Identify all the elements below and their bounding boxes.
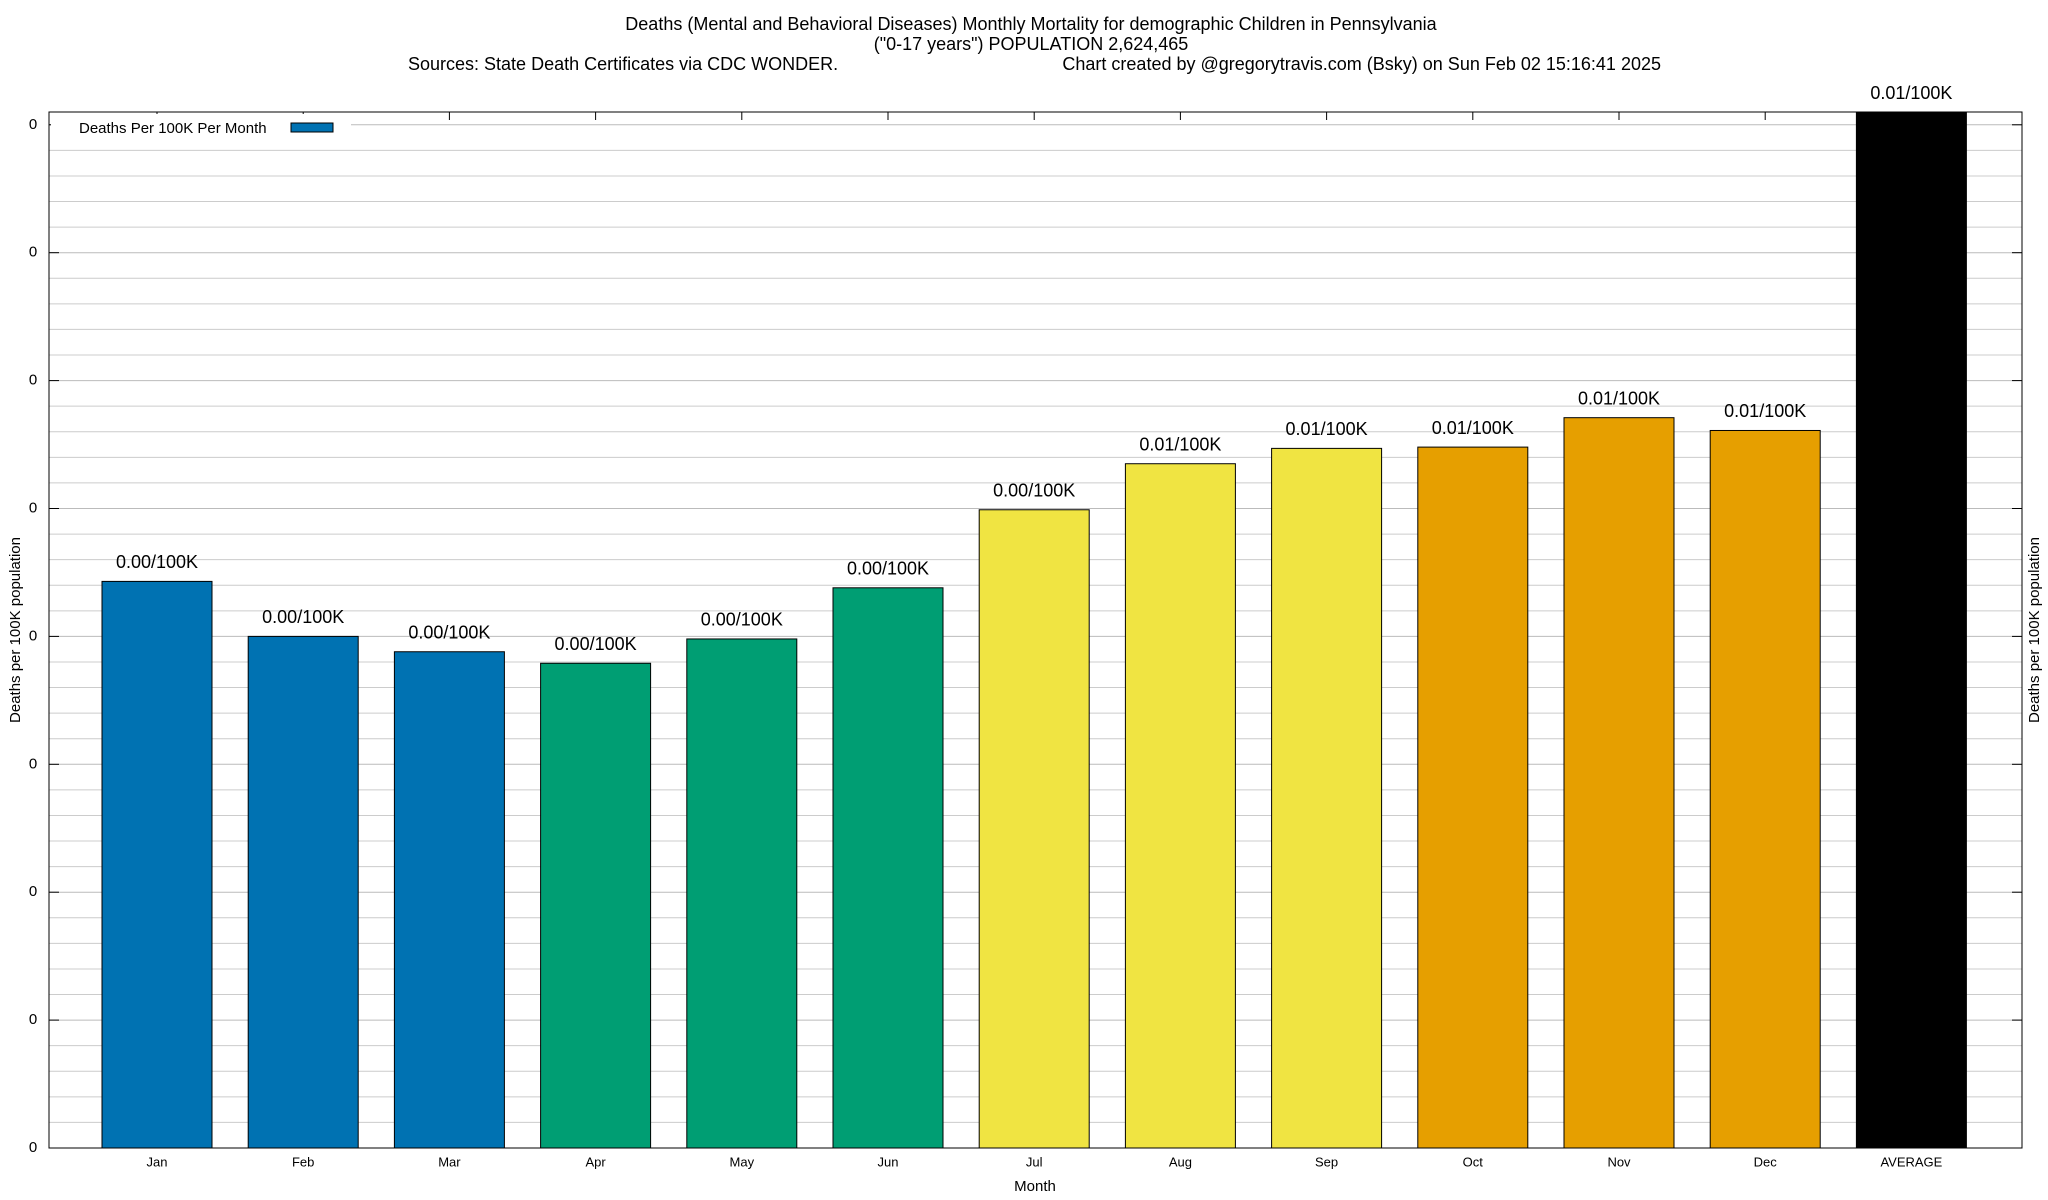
y-tick-label: 0 (29, 372, 37, 389)
bar (101, 580, 213, 1149)
bar (1855, 111, 1967, 1149)
value-label: 0.00/100K (847, 559, 929, 579)
x-tick-label: Apr (585, 1154, 606, 1169)
y-tick-label: 0 (29, 627, 37, 644)
x-tick-label: AVERAGE (1880, 1154, 1942, 1169)
chart-subtitle: ("0-17 years") POPULATION 2,624,465 (874, 34, 1189, 54)
x-tick-label: Dec (1754, 1154, 1778, 1169)
x-tick-label: Feb (292, 1154, 314, 1169)
bar (686, 638, 798, 1149)
bar (832, 587, 944, 1149)
value-label: 0.01/100K (1139, 434, 1221, 454)
value-label: 0.01/100K (1724, 401, 1806, 421)
value-label: 0.00/100K (555, 634, 637, 654)
plot-frame (48, 111, 2023, 1149)
chart-title: Deaths (Mental and Behavioral Diseases) … (625, 14, 1437, 34)
bar (540, 662, 652, 1149)
x-axis-label: Month (1014, 1178, 1056, 1195)
y-tick-label: 0 (29, 755, 37, 772)
value-label: 0.00/100K (262, 607, 344, 627)
y-axis-label-right: Deaths per 100K population (2026, 537, 2043, 723)
legend-label: Deaths Per 100K Per Month (79, 120, 267, 137)
value-label: 0.01/100K (1578, 388, 1660, 408)
x-tick-label: Mar (438, 1154, 461, 1169)
y-tick-label: 0 (29, 244, 37, 261)
credit: Chart created by @gregorytravis.com (Bsk… (1062, 54, 1661, 74)
x-tick-label: May (730, 1154, 755, 1169)
legend-swatch (290, 122, 334, 133)
x-tick-label: Nov (1607, 1154, 1631, 1169)
y-axis-label: Deaths per 100K population (7, 537, 24, 723)
value-label: 0.01/100K (1432, 418, 1514, 438)
x-tick-label: Sep (1315, 1154, 1338, 1169)
x-tick-label: Jan (147, 1154, 168, 1169)
value-label: 0.01/100K (1870, 83, 1952, 103)
y-tick-label: 0 (29, 499, 37, 516)
x-tick-label: Jun (878, 1154, 899, 1169)
bar (1709, 429, 1821, 1149)
source: Sources: State Death Certificates via CD… (408, 54, 838, 74)
bar (393, 651, 505, 1149)
bar (1271, 447, 1383, 1149)
x-tick-label: Oct (1463, 1154, 1484, 1169)
value-label: 0.00/100K (993, 481, 1075, 501)
x-tick-label: Jul (1026, 1154, 1043, 1169)
bar (978, 509, 1090, 1149)
y-tick-label: 0 (29, 116, 37, 133)
bar (1124, 463, 1236, 1149)
y-tick-label: 0 (29, 883, 37, 900)
value-label: 0.00/100K (116, 552, 198, 572)
y-tick-label: 0 (29, 1011, 37, 1028)
y-tick-label: 0 (29, 1139, 37, 1156)
bar (247, 635, 359, 1149)
x-tick-label: Aug (1169, 1154, 1192, 1169)
value-label: 0.00/100K (701, 610, 783, 630)
bar (1417, 446, 1529, 1149)
value-label: 0.00/100K (408, 622, 490, 642)
bar (1563, 417, 1675, 1149)
value-label: 0.01/100K (1286, 419, 1368, 439)
